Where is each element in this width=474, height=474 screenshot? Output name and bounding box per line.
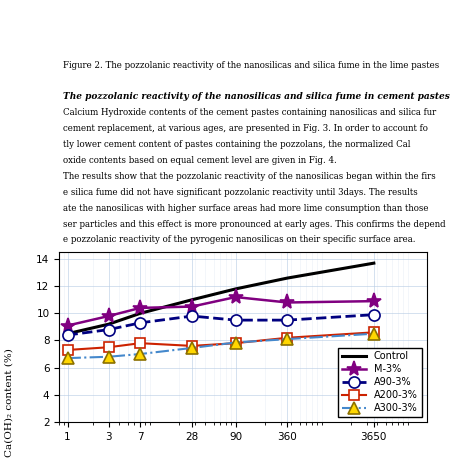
- A200-3%: [137, 340, 143, 346]
- A300-3%: [137, 351, 143, 357]
- M-3%: [65, 323, 71, 328]
- M-3%: [106, 313, 111, 319]
- A90-3%: [189, 313, 195, 319]
- Text: Ca(OH)₂ content (%): Ca(OH)₂ content (%): [5, 348, 14, 457]
- Control: [284, 275, 290, 281]
- A300-3%: [65, 355, 71, 361]
- Line: Control: Control: [68, 263, 374, 334]
- A90-3%: [371, 312, 377, 318]
- A90-3%: [106, 327, 111, 332]
- A90-3%: [233, 317, 238, 323]
- Line: A90-3%: A90-3%: [62, 309, 379, 341]
- A300-3%: [189, 345, 195, 351]
- Control: [233, 286, 238, 292]
- Text: The pozzolanic reactivity of the nanosilicas and silica fume in cement pastes: The pozzolanic reactivity of the nanosil…: [63, 92, 450, 101]
- A300-3%: [106, 354, 111, 360]
- Text: oxide contents based on equal cement level are given in Fig. 4.: oxide contents based on equal cement lev…: [63, 156, 337, 165]
- A90-3%: [65, 332, 71, 338]
- A300-3%: [371, 331, 377, 337]
- Text: tly lower cement content of pastes containing the pozzolans, the normalized Cal: tly lower cement content of pastes conta…: [63, 140, 410, 149]
- Text: ate the nanosilicas with higher surface areas had more lime consumption than tho: ate the nanosilicas with higher surface …: [63, 204, 428, 213]
- M-3%: [371, 298, 377, 304]
- M-3%: [137, 305, 143, 311]
- Control: [189, 297, 195, 302]
- Text: e pozzolanic reactivity of the pyrogenic nanosilicas on their specific surface a: e pozzolanic reactivity of the pyrogenic…: [63, 236, 415, 245]
- A200-3%: [284, 335, 290, 341]
- Line: A200-3%: A200-3%: [63, 328, 379, 355]
- A200-3%: [233, 340, 238, 346]
- A300-3%: [233, 340, 238, 346]
- Text: Calcium Hydroxide contents of the cement pastes containing nanosilicas and silic: Calcium Hydroxide contents of the cement…: [63, 108, 436, 117]
- Control: [371, 260, 377, 266]
- Line: A300-3%: A300-3%: [62, 328, 379, 364]
- Control: [65, 331, 71, 337]
- Control: [137, 310, 143, 316]
- Control: [106, 321, 111, 327]
- Legend: Control, M-3%, A90-3%, A200-3%, A300-3%: Control, M-3%, A90-3%, A200-3%, A300-3%: [338, 347, 422, 417]
- A200-3%: [189, 343, 195, 349]
- Text: cement replacement, at various ages, are presented in Fig. 3. In order to accoun: cement replacement, at various ages, are…: [63, 124, 428, 133]
- A300-3%: [284, 336, 290, 342]
- M-3%: [189, 304, 195, 310]
- M-3%: [284, 300, 290, 305]
- Text: Figure 2. The pozzolanic reactivity of the nanosilicas and silica fume in the li: Figure 2. The pozzolanic reactivity of t…: [63, 61, 439, 70]
- Text: The results show that the pozzolanic reactivity of the nanosilicas began within : The results show that the pozzolanic rea…: [63, 172, 436, 181]
- A200-3%: [65, 347, 71, 353]
- A90-3%: [284, 317, 290, 323]
- Line: M-3%: M-3%: [60, 290, 382, 333]
- Text: ser particles and this effect is more pronounced at early ages. This confirms th: ser particles and this effect is more pr…: [63, 219, 446, 228]
- A200-3%: [371, 329, 377, 335]
- M-3%: [233, 294, 238, 300]
- Text: e silica fume did not have significant pozzolanic reactivity until 3days. The re: e silica fume did not have significant p…: [63, 188, 418, 197]
- A90-3%: [137, 320, 143, 326]
- A200-3%: [106, 345, 111, 350]
